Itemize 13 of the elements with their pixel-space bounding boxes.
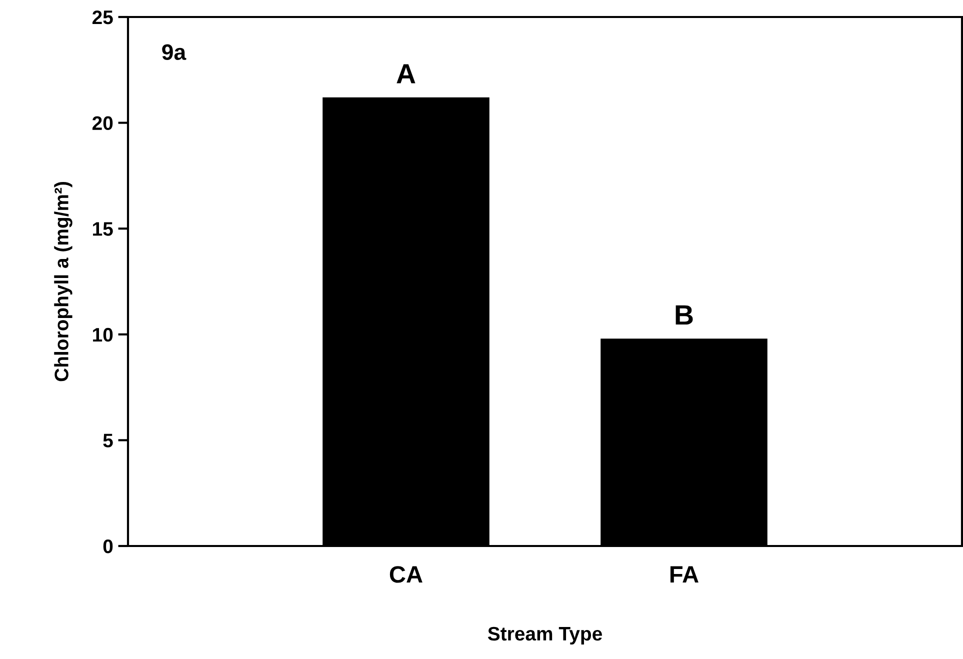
annotation: 9a (162, 44, 186, 60)
y-tick-label: 10 (93, 328, 113, 342)
annotation: A (396, 64, 416, 84)
y-tick-label: 15 (93, 222, 113, 236)
y-tick-label: 0 (103, 539, 113, 554)
y-tick-label: 25 (92, 10, 113, 24)
y-tick-label: 5 (103, 434, 113, 448)
y-tick-label: 20 (92, 116, 113, 130)
x-tick-label: CA (390, 566, 422, 583)
x-axis-title: Stream Type (488, 626, 602, 644)
x-tick-label: FA (670, 566, 698, 583)
annotation: B (676, 305, 693, 325)
y-axis-title: Chlorophyll a (mg/m²) (54, 182, 72, 382)
